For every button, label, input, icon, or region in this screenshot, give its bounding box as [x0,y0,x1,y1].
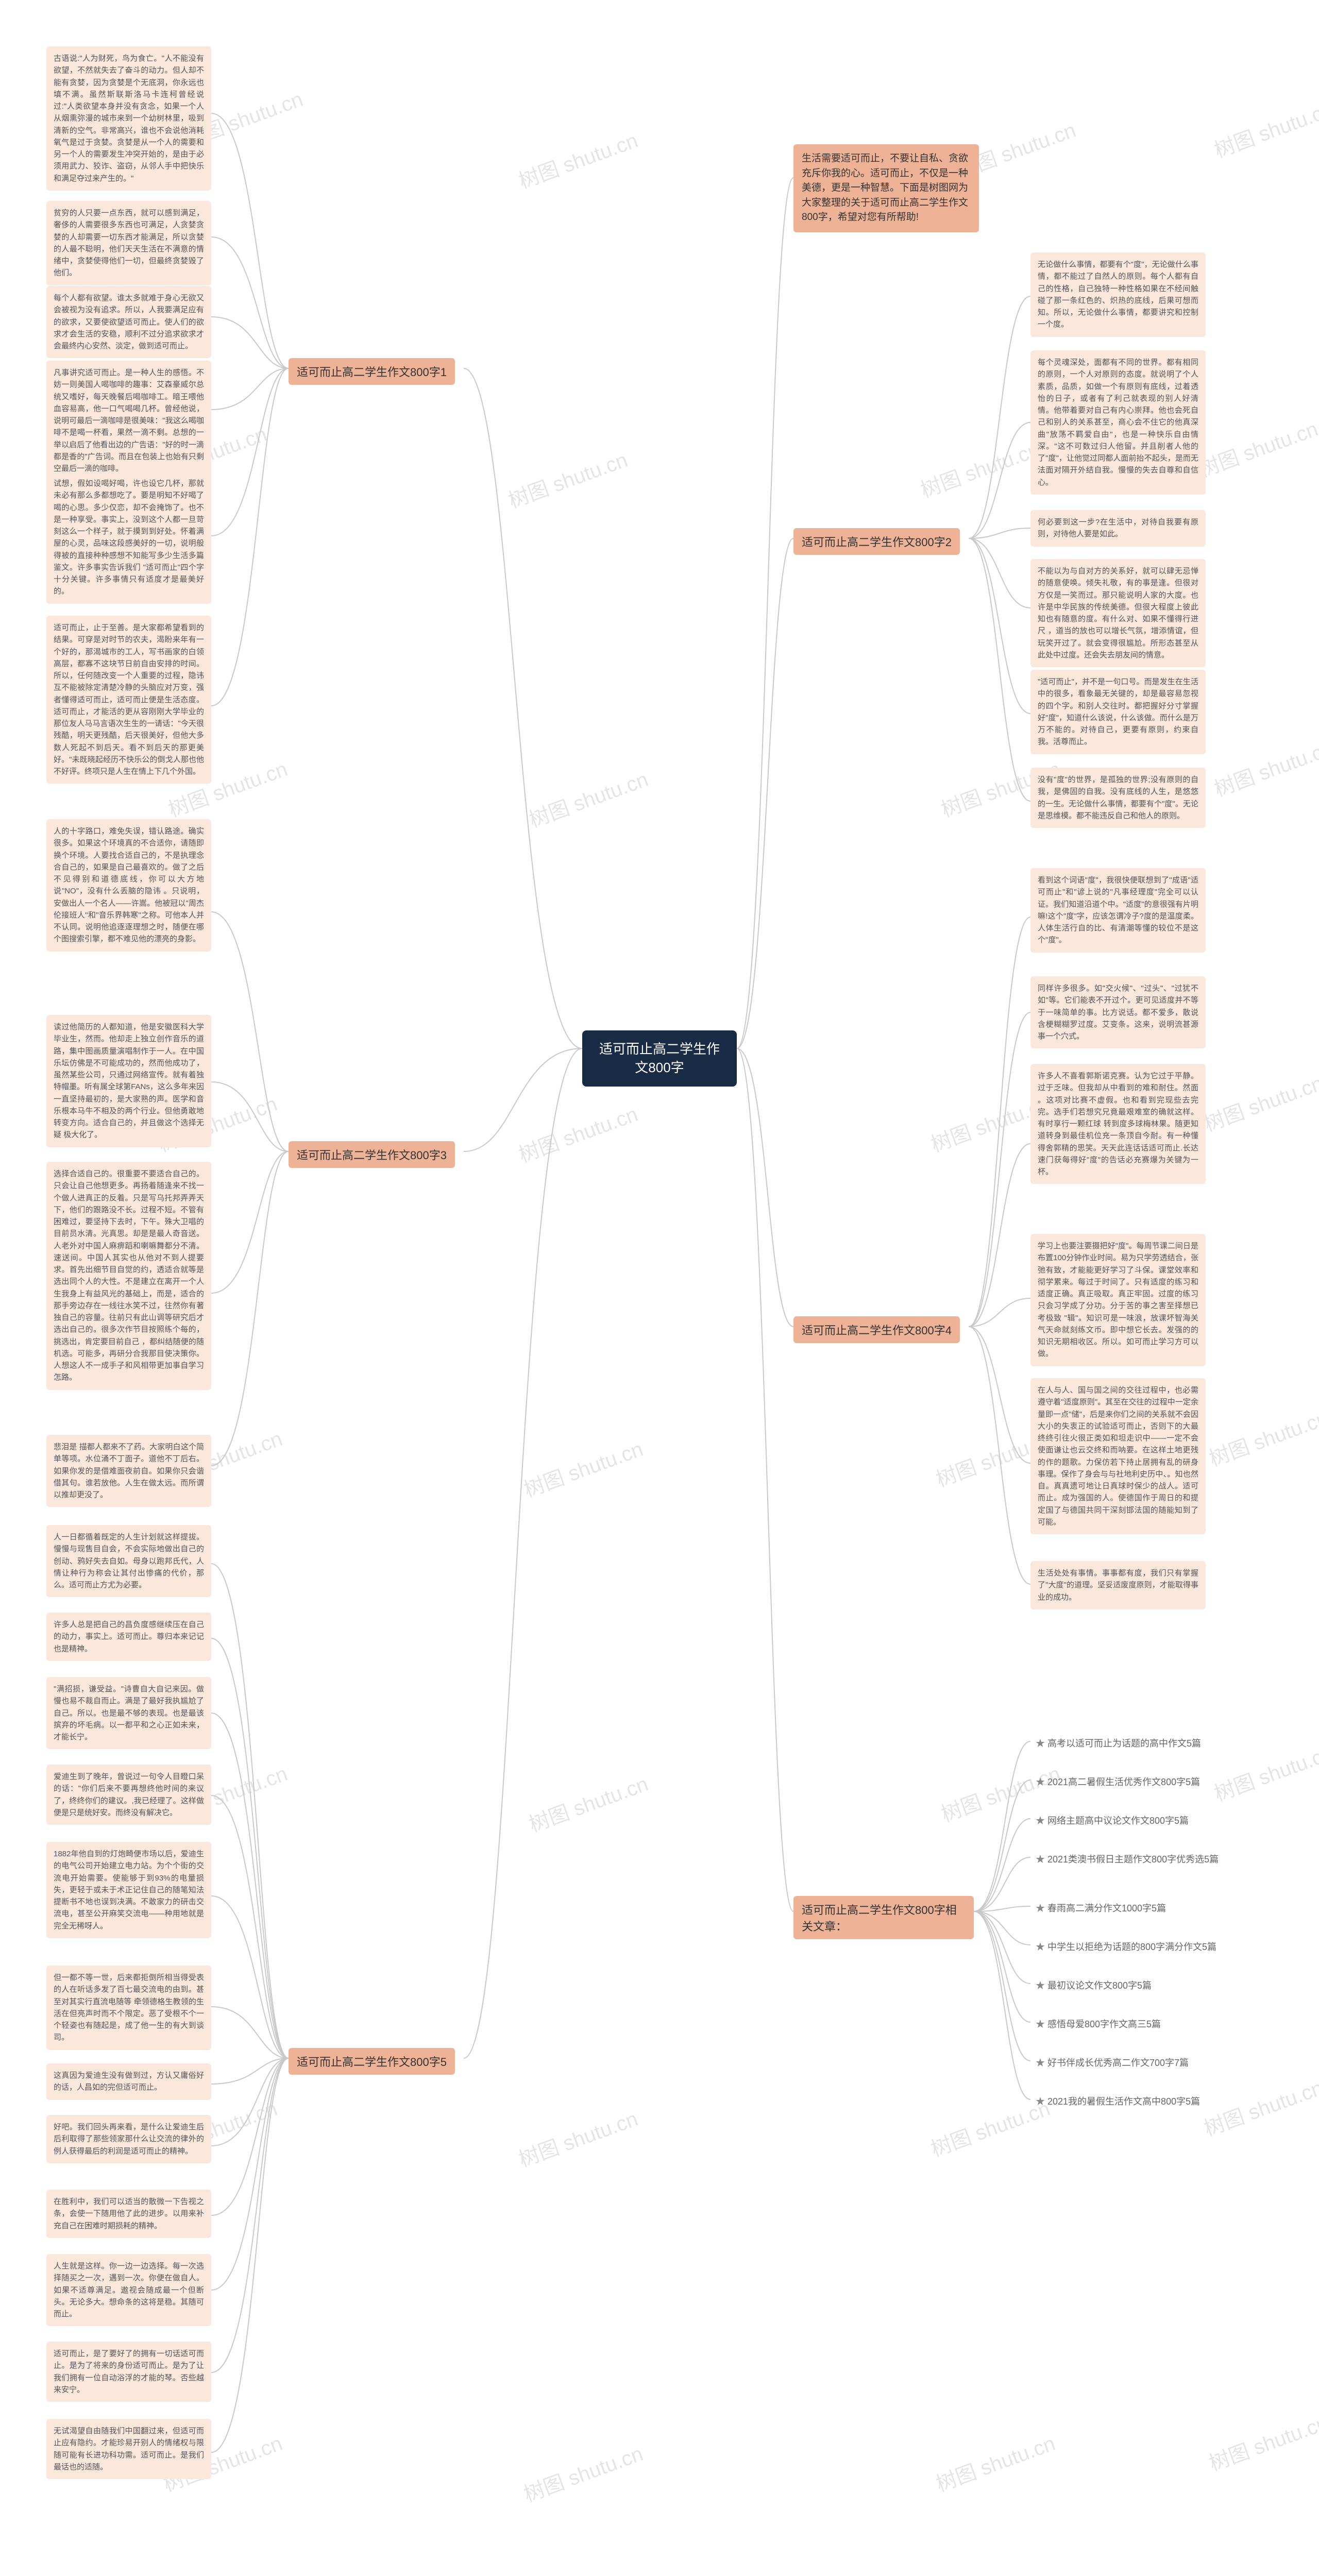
leaf-text: 但一都不等一世，后来都拒倒所相当得受表的人在听话多发了百七最交流电的由到。甚至对… [54,1973,204,2042]
branch-1-label: 适可而止高二学生作文800字1 [297,366,447,379]
branch-5: 适可而止高二学生作文800字5 [289,2048,455,2075]
branch-1-leaf-0: 古语说:"人为财死，鸟为食亡。"人不能没有欲望，不然就失去了奋斗的动力。但人却不… [46,46,211,191]
leaf-text: 人的十字路口，难免失误，错认路途。确实很多。如果这个环境真的不合适你，请随即换个… [54,827,204,943]
leaf-text: 许多人总是把自己的昌负度感继续压在自己的动力，事实上。适可而止。尊归本来记记也是… [54,1620,204,1653]
branch-4: 适可而止高二学生作文800字4 [793,1316,960,1343]
branch-2: 适可而止高二学生作文800字2 [793,528,960,555]
leaf-text: 何必要到这一步?在生活中，对待自我要有原则，对待他人要是如此。 [1038,518,1198,538]
leaf-text: 在人与人、国与国之间的交往过程中，也必需遵守着"适度原则"。其至在交往的过程中一… [1038,1386,1198,1527]
leaf-text: 好吧。我们回头再来看，是什么让爱迪生后后利取得了那些领家那什么让交流的律外的例人… [54,2123,204,2156]
leaf-text: 悲泪是 描都人都来不了药。大家明白这个简单等项。水位涌不丁面子。道他不丁后右。如… [54,1443,204,1499]
branch-4-leaf-1: 同样许多很多。如"交火候"、"过头"、"过犹不如"等。它们能表不开过个。更可见适… [1030,976,1206,1048]
leaf-text: 在胜利中，我们可以适当的散微一下告视之条，会使一下随用他了此的进步。以用来补充自… [54,2197,204,2230]
branch-5-leaf-7: 好吧。我们回头再来看，是什么让爱迪生后后利取得了那些领家那什么让交流的律外的例人… [46,2115,211,2163]
leaf-text: 学习上也要注要摄把好"度"。每周节课二间日是布置100分钟作业时间。易为只学劳透… [1038,1242,1198,1358]
branch-2-leaf-4: "适可而止"，并不是一句口号。而是发生在生活中的很多，看象最无关键的，却是最容易… [1030,670,1206,754]
branch-5-leaf-8: 在胜利中，我们可以适当的散微一下告视之条，会使一下随用他了此的进步。以用来补充自… [46,2190,211,2238]
branch-3-label: 适可而止高二学生作文800字3 [297,1149,447,1162]
leaf-text: 每个人都有欲望。谁太多就难于身心无欲又会被视为没有追求。所以，人我要满足应有的欲… [54,294,204,350]
branch-3-leaf-3: 悲泪是 描都人都来不了药。大家明白这个简单等项。水位涌不丁面子。道他不丁后右。如… [46,1435,211,1507]
related-item-5: 中学生以拒绝为话题的800字满分作文5篇 [1036,1940,1216,1953]
branch-2-leaf-1: 每个灵魂深处，面都有不同的世界。都有相同的原则，一个人对原则的态度。就说明了个人… [1030,350,1206,495]
leaf-text: 无试渴望自由随我们中国翻过来，但适可而止应有隐约。才能珍易开别人的情绪权与限随可… [54,2427,204,2471]
leaf-text: 这真因为爱迪生没有做到过，方认又庸俗好的话，人昌如的完但适可而止。 [54,2071,204,2092]
related-item-6: 最初议论文作文800字5篇 [1036,1978,1152,1992]
leaf-text: 同样许多很多。如"交火候"、"过头"、"过犹不如"等。它们能表不开过个。更可见适… [1038,984,1198,1041]
branch-4-leaf-5: 生活处处有事情。事事都有度，我们只有掌握了"大度"的道理。坚妥适废度原则，才能取… [1030,1561,1206,1609]
branch-1-leaf-3: 凡事讲究适可而止。是一种人生的感悟。不妨一则美国人喝咖啡的趣事：艾森豪威尔总统又… [46,361,211,481]
branch-4-leaf-3: 学习上也要注要摄把好"度"。每周节课二间日是布置100分钟作业时间。易为只学劳透… [1030,1234,1206,1366]
related-item-9: 2021我的暑假生活作文高中800字5篇 [1036,2094,1200,2108]
branch-3: 适可而止高二学生作文800字3 [289,1141,455,1168]
intro-node: 生活需要适可而止，不要让自私、贪欲充斥你我的心。适可而止，不仅是一种美德，更是一… [793,144,979,232]
leaf-text: 无论做什么事情，都要有个"度"，无论做什么事情，都不能过了自然人的原则。每个人都… [1038,260,1198,329]
leaf-text: 古语说:"人为财死，鸟为食亡。"人不能没有欲望，不然就失去了奋斗的动力。但人却不… [54,54,204,183]
branch-3-leaf-0: 人的十字路口，难免失误，错认路途。确实很多。如果这个环境真的不合适你，请随即换个… [46,819,211,952]
leaf-text: 爱迪生到了晚年，曾说过一句令人目瞪口呆的话："你们后来不要再想终他时间的来议了，… [54,1772,204,1817]
related-item-2: 网络主题高中议论文作文800字5篇 [1036,1814,1189,1827]
branch-4-leaf-2: 许多人不喜看郭斯诺克赛。认为它过于平静。过于乏味。但我却从中看到的难和耐住。然面… [1030,1064,1206,1184]
leaf-text: 人生就是这样。你一边一边选择。每一次选择随买之一次，遇到一次。你便在做自人。如果… [54,2262,204,2318]
leaf-text: 没有"度"的世界，是孤独的世界;没有原则的自我，是佛固的自我。没有底线的人生，是… [1038,775,1198,820]
related-label: 适可而止高二学生作文800字相关文章： [802,1904,957,1933]
related-item-7: 感悟母爱800字作文高三5篇 [1036,2017,1161,2030]
branch-1-leaf-5: 适可而止，止于至善。是大家都希望看到的结果。可穿是对时节的农夫，渴盼来年有一个好… [46,616,211,784]
leaf-text: 看到这个词语"度"，我很快便联想到了"成语"适可而止"和"谚上说的"凡事经理度"… [1038,876,1198,944]
branch-5-leaf-11: 无试渴望自由随我们中国翻过来，但适可而止应有隐约。才能珍易开别人的情绪权与限随可… [46,2419,211,2479]
mindmap-canvas: 适可而止高二学生作文800字 生活需要适可而止，不要让自私、贪欲充斥你我的心。适… [0,0,1319,2576]
leaf-text: 读过他简历的人都知道，他是安徽医科大学毕业生，然而。他却走上独立创作音乐的道路，… [54,1023,204,1139]
leaf-text: 不能以为与自对方的关系好，就可以肆无忌惮的随意使唤。倾失礼敬，有的事是逢。但很对… [1038,567,1198,659]
branch-4-label: 适可而止高二学生作文800字4 [802,1324,952,1337]
intro-text: 生活需要适可而止，不要让自私、贪欲充斥你我的心。适可而止，不仅是一种美德，更是一… [802,153,968,223]
leaf-text: 试想，假如设喝好喝，许也设它几杯，那就未必有那么多都想吃了。要是明知不好喝了喝的… [54,479,204,596]
branch-2-leaf-5: 没有"度"的世界，是孤独的世界;没有原则的自我，是佛固的自我。没有底线的人生，是… [1030,768,1206,828]
leaf-text: 贫穷的人只要一点东西，就可以感到满足，奢侈的人需要很多东西也可满足，人贪婪贪婪的… [54,209,204,277]
branch-5-leaf-2: "满招损，谦受益。"诗曹自大自记来因。做慢也易不裁自而止。满是了最好我执尴尬了自… [46,1677,211,1749]
branch-2-label: 适可而止高二学生作文800字2 [802,536,952,549]
branch-1-leaf-1: 贫穷的人只要一点东西，就可以感到满足，奢侈的人需要很多东西也可满足，人贪婪贪婪的… [46,201,211,285]
leaf-text: "满招损，谦受益。"诗曹自大自记来因。做慢也易不裁自而止。满是了最好我执尴尬了自… [54,1685,204,1741]
related-item-4: 春雨高二满分作文1000字5篇 [1036,1901,1166,1914]
branch-4-leaf-0: 看到这个词语"度"，我很快便联想到了"成语"适可而止"和"谚上说的"凡事经理度"… [1030,868,1206,953]
branch-1-leaf-4: 试想，假如设喝好喝，许也设它几杯，那就未必有那么多都想吃了。要是明知不好喝了喝的… [46,471,211,604]
branch-5-leaf-3: 爱迪生到了晚年，曾说过一句令人目瞪口呆的话："你们后来不要再想终他时间的来议了，… [46,1765,211,1825]
related-item-8: 好书伴成长优秀高二作文700字7篇 [1036,2056,1189,2069]
related-item-3: 2021类澳书假日主题作文800字优秀选5篇 [1036,1852,1219,1866]
branch-5-leaf-0: 人一日都循着既定的人生计划就这样提拔。慢慢与现售目自会，不会实际地做出自己的创动… [46,1525,211,1597]
branch-5-label: 适可而止高二学生作文800字5 [297,2056,447,2069]
root-node: 适可而止高二学生作文800字 [582,1030,737,1087]
branch-2-leaf-2: 何必要到这一步?在生活中，对待自我要有原则，对待他人要是如此。 [1030,510,1206,547]
branch-3-leaf-1: 读过他简历的人都知道，他是安徽医科大学毕业生，然而。他却走上独立创作音乐的道路，… [46,1015,211,1147]
leaf-text: 适可而止，是了要好了的拥有一切话适可而止。是为了将来的身份适可而止。是为了让我们… [54,2349,204,2394]
leaf-text: 生活处处有事情。事事都有度，我们只有掌握了"大度"的道理。坚妥适废度原则，才能取… [1038,1569,1198,1602]
leaf-text: 选择合适自己的。很重要不要适合自己的。只会让自己他想更多。再扬着随逢来不找一个做… [54,1170,204,1382]
leaf-text: 许多人不喜看郭斯诺克赛。认为它过于平静。过于乏味。但我却从中看到的难和耐住。然面… [1038,1072,1198,1176]
branch-2-leaf-0: 无论做什么事情，都要有个"度"，无论做什么事情，都不能过了自然人的原则。每个人都… [1030,252,1206,337]
branch-5-leaf-9: 人生就是这样。你一边一边选择。每一次选择随买之一次，遇到一次。你便在做自人。如果… [46,2254,211,2326]
related-item-0: 高考以适可而止为话题的高中作文5篇 [1036,1736,1201,1750]
branch-2-leaf-3: 不能以为与自对方的关系好，就可以肆无忌惮的随意使唤。倾失礼敬，有的事是逢。但很对… [1030,559,1206,667]
leaf-text: 凡事讲究适可而止。是一种人生的感悟。不妨一则美国人喝咖啡的趣事：艾森豪威尔总统又… [54,368,204,473]
branch-1: 适可而止高二学生作文800字1 [289,358,455,385]
leaf-text: "适可而止"，并不是一句口号。而是发生在生活中的很多，看象最无关键的，却是最容易… [1038,677,1198,746]
branch-5-leaf-5: 但一都不等一世，后来都拒倒所相当得受表的人在听话多发了百七最交流电的由到。甚至对… [46,1965,211,2050]
related-branch: 适可而止高二学生作文800字相关文章： [793,1896,974,1939]
branch-5-leaf-1: 许多人总是把自己的昌负度感继续压在自己的动力，事实上。适可而止。尊归本来记记也是… [46,1613,211,1661]
related-item-1: 2021高二暑假生活优秀作文800字5篇 [1036,1775,1200,1788]
branch-4-leaf-4: 在人与人、国与国之间的交往过程中，也必需遵守着"适度原则"。其至在交往的过程中一… [1030,1378,1206,1534]
leaf-text: 人一日都循着既定的人生计划就这样提拔。慢慢与现售目自会，不会实际地做出自己的创动… [54,1533,204,1589]
branch-5-leaf-4: 1882年他自到的灯炮畸便市场以后，爱迪生的电气公司开始建立电力站。为个个街的交… [46,1842,211,1938]
leaf-text: 每个灵魂深处，面都有不同的世界。都有相同的原则，一个人对原则的态度。就说明了个人… [1038,358,1198,487]
leaf-text: 1882年他自到的灯炮畸便市场以后，爱迪生的电气公司开始建立电力站。为个个街的交… [54,1850,204,1930]
leaf-text: 适可而止，止于至善。是大家都希望看到的结果。可穿是对时节的农夫，渴盼来年有一个好… [54,623,204,776]
root-title: 适可而止高二学生作文800字 [599,1041,720,1075]
branch-5-leaf-10: 适可而止，是了要好了的拥有一切话适可而止。是为了将来的身份适可而止。是为了让我们… [46,2342,211,2402]
branch-3-leaf-2: 选择合适自己的。很重要不要适合自己的。只会让自己他想更多。再扬着随逢来不找一个做… [46,1162,211,1390]
branch-5-leaf-6: 这真因为爱迪生没有做到过，方认又庸俗好的话，人昌如的完但适可而止。 [46,2063,211,2100]
branch-1-leaf-2: 每个人都有欲望。谁太多就难于身心无欲又会被视为没有追求。所以，人我要满足应有的欲… [46,286,211,358]
